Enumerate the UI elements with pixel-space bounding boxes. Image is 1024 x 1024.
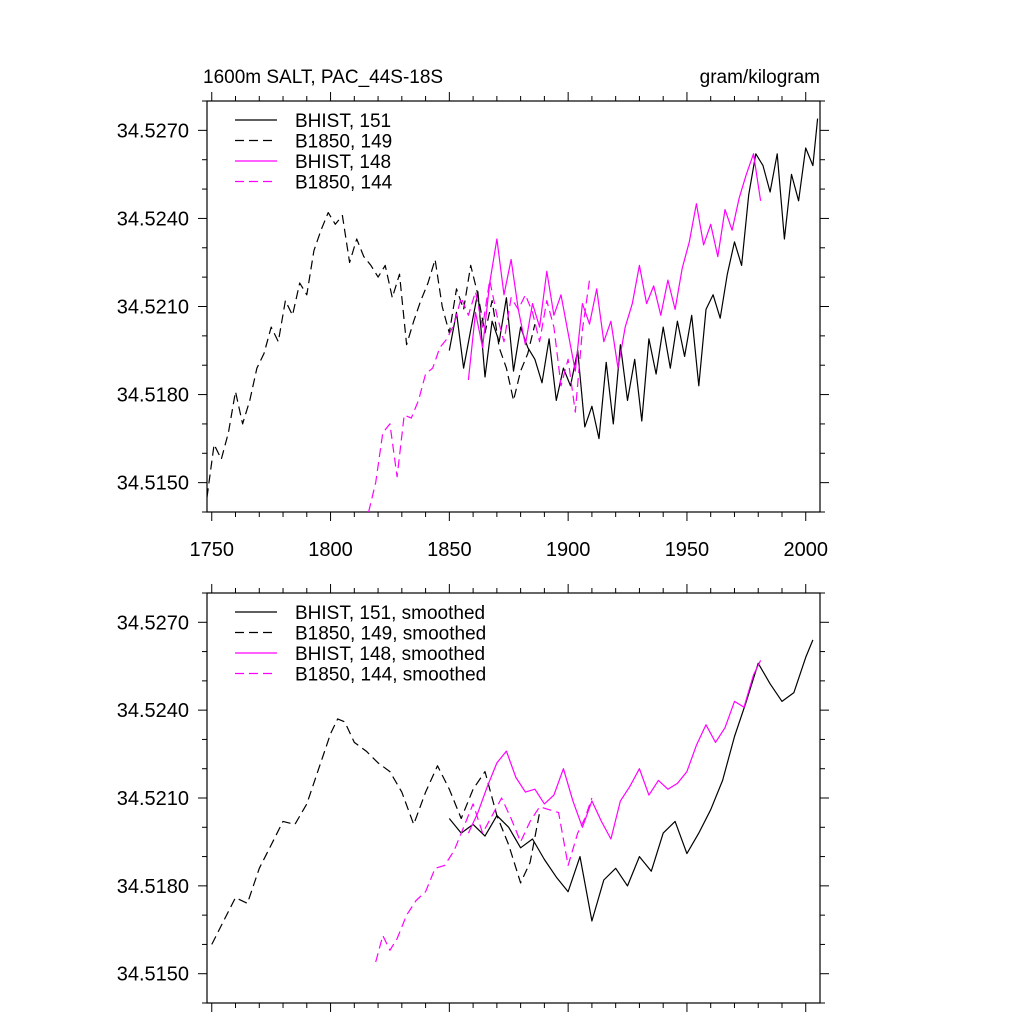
y-tick-label: 34.5180 bbox=[117, 876, 189, 898]
legend-label: BHIST, 148 bbox=[295, 152, 391, 173]
chart-title: 1600m SALT, PAC_44S-18S bbox=[203, 67, 443, 88]
series-line-b1850-149-smoothed bbox=[211, 718, 541, 945]
x-tick-label: 1800 bbox=[308, 539, 353, 561]
legend-label: BHIST, 148, smoothed bbox=[295, 644, 485, 665]
series-line-bhist-148 bbox=[467, 153, 762, 380]
y-tick-label: 34.5150 bbox=[117, 473, 189, 495]
x-tick-label: 1900 bbox=[546, 539, 591, 561]
x-tick-label: 1750 bbox=[190, 539, 235, 561]
chart-units: gram/kilogram bbox=[700, 67, 820, 88]
y-tick-label: 34.5240 bbox=[117, 700, 189, 722]
y-tick-label: 34.5150 bbox=[117, 964, 189, 986]
bottom-panel: 34.5150 34.5180 34.5210 34.5240 34.5270 BHIST… bbox=[117, 584, 829, 1012]
legend-label: B1850, 149 bbox=[295, 132, 392, 153]
x-tick-label: 1850 bbox=[427, 539, 472, 561]
legend-label: BHIST, 151, smoothed bbox=[295, 603, 485, 624]
x-tick-label: 1950 bbox=[665, 539, 710, 561]
legend-label: BHIST, 151 bbox=[295, 111, 391, 132]
y-tick-label: 34.5180 bbox=[117, 385, 189, 407]
series-line-b1850-149 bbox=[207, 212, 536, 498]
x-tick-label: 2000 bbox=[783, 539, 828, 561]
y-tick-label: 34.5210 bbox=[117, 788, 189, 810]
series-line-bhist-151 bbox=[448, 118, 819, 440]
y-tick-label: 34.5270 bbox=[117, 120, 189, 142]
legend-label: B1850, 144 bbox=[295, 173, 393, 194]
top-panel: 1750 1800 1850 1900 1950 2000 34.5150 34.5180 34… bbox=[117, 92, 829, 561]
series-line-bhist-148-smoothed bbox=[467, 660, 762, 840]
series-line-b1850-144 bbox=[368, 279, 591, 512]
series-line-bhist-151-smoothed bbox=[448, 639, 814, 922]
y-tick-label: 34.5210 bbox=[117, 297, 189, 319]
y-tick-label: 34.5240 bbox=[117, 208, 189, 230]
y-tick-label: 34.5270 bbox=[117, 612, 189, 634]
legend-label: B1850, 144, smoothed bbox=[295, 665, 486, 686]
legend-label: B1850, 149, smoothed bbox=[295, 624, 486, 645]
series-line-b1850-144-smoothed bbox=[375, 797, 593, 963]
